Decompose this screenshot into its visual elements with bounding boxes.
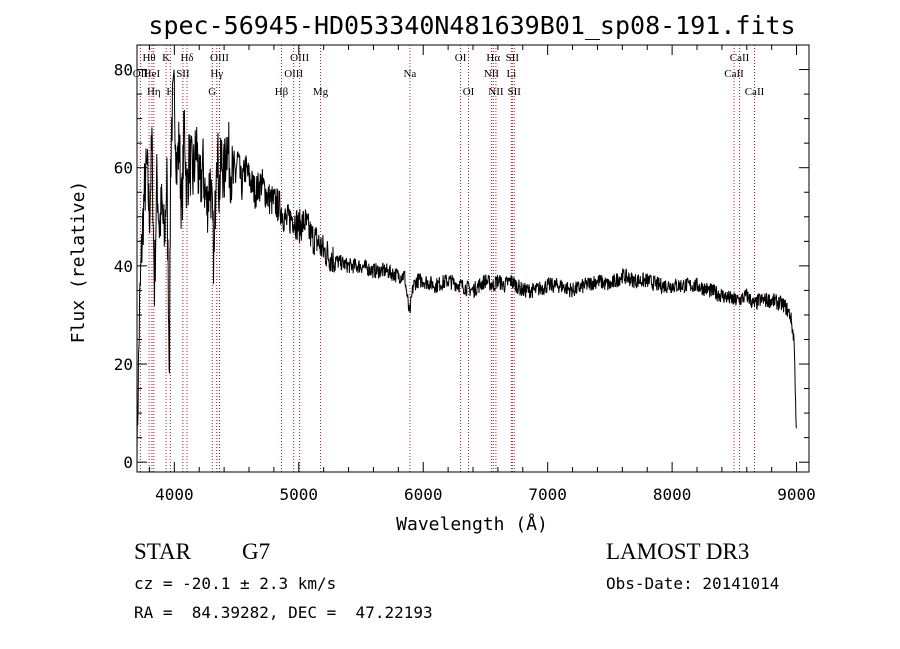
x-tick-label: 4000 — [155, 485, 194, 504]
y-axis-label: Flux (relative) — [68, 181, 89, 344]
x-tick-label: 5000 — [280, 485, 319, 504]
marker-label: Hβ — [275, 86, 289, 98]
marker-label: OIII — [290, 52, 309, 64]
y-tick-label: 0 — [123, 453, 133, 472]
marker-label: OI — [455, 52, 467, 64]
y-tick-label: 40 — [114, 257, 133, 276]
marker-label: Mg — [313, 86, 329, 98]
marker-label: Hθ — [142, 52, 155, 64]
marker-label: Hδ — [180, 52, 193, 64]
marker-label: HeI — [144, 68, 161, 80]
marker-label: CaII — [724, 68, 744, 80]
spectrum-line — [136, 69, 797, 463]
x-tick-label: 7000 — [528, 485, 567, 504]
marker-label: SII — [507, 86, 521, 98]
x-axis-ticks: 4000 5000 6000 7000 8000 9000 — [148, 45, 816, 504]
survey-name: LAMOST DR3 — [606, 539, 750, 564]
marker-label: NII — [484, 68, 500, 80]
marker-label: Hη — [147, 86, 161, 98]
coordinates: RA = 84.39282, DEC = 47.22193 — [134, 603, 433, 622]
marker-label: SII — [506, 52, 520, 64]
spectral-line-markers — [139, 45, 755, 472]
y-axis-ticks: 0 20 40 60 80 — [114, 61, 809, 472]
plot-frame — [136, 44, 810, 473]
marker-label: CaII — [730, 52, 750, 64]
marker-label: SII — [176, 68, 190, 80]
marker-label: Hα — [486, 52, 500, 64]
marker-label: NII — [488, 86, 504, 98]
object-class: STAR — [134, 539, 191, 564]
x-tick-label: 6000 — [404, 485, 443, 504]
x-tick-label: 8000 — [653, 485, 692, 504]
marker-label: H — [166, 86, 174, 98]
obs-date: Obs-Date: 20141014 — [606, 574, 780, 593]
marker-label: K — [162, 52, 170, 64]
redshift-text: cz = -20.1 ± 2.3 km/s — [134, 574, 337, 593]
marker-label: CaII — [745, 86, 765, 98]
y-tick-label: 60 — [114, 159, 133, 178]
marker-label: OI — [463, 86, 475, 98]
marker-label: OIII — [284, 68, 303, 80]
object-subclass: G7 — [242, 539, 271, 564]
y-tick-label: 80 — [114, 61, 133, 80]
marker-label: Hγ — [210, 68, 223, 80]
x-axis-label: Wavelength (Å) — [396, 513, 548, 535]
marker-label: OIII — [210, 52, 229, 64]
x-tick-label: 9000 — [777, 485, 816, 504]
y-tick-label: 20 — [114, 355, 133, 374]
marker-label: G — [208, 86, 216, 98]
marker-label: Li — [506, 68, 516, 80]
chart-title: spec-56945-HD053340N481639B01_sp08-191.f… — [148, 11, 795, 40]
marker-label: Na — [403, 68, 416, 80]
